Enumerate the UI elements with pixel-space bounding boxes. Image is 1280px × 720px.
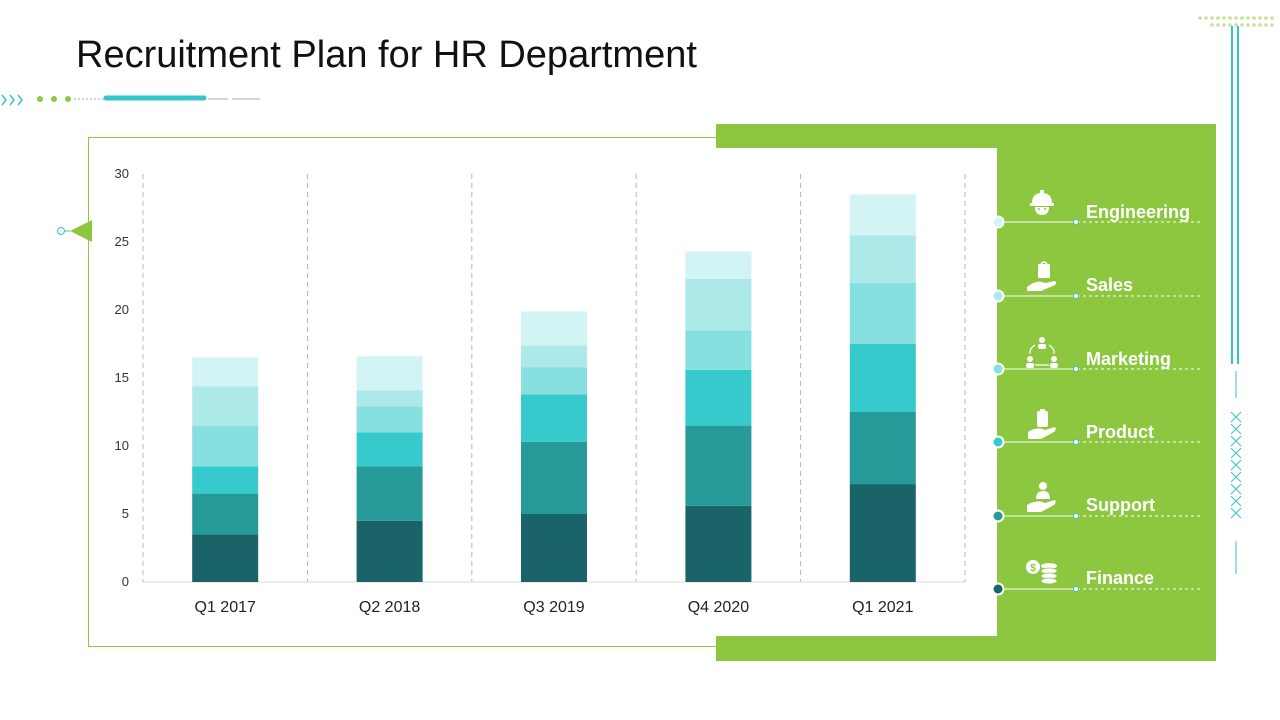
y-tick-label: 0 — [122, 574, 129, 589]
bar-segment-product — [849, 344, 916, 412]
legend-item-product: Product — [985, 408, 1215, 458]
y-tick-label: 15 — [115, 370, 129, 385]
bar-segment-sales — [685, 278, 752, 331]
bar-segment-sales — [849, 235, 916, 283]
legend-item-finance: $ Finance — [985, 554, 1215, 604]
decorative-arrows-line — [1, 94, 260, 106]
bar-segment-finance — [521, 514, 587, 582]
legend-color-dot — [991, 215, 1005, 229]
support-person-hand-icon — [1027, 482, 1056, 512]
legend-label: Marketing — [1086, 349, 1172, 369]
stacked-bar-chart: 0 5 10 15 20 25 30 Q1 2017 Q2 2018 Q3 2019 Q4 2020… — [115, 166, 966, 616]
legend: Engineering Sales Marketing Product — [985, 180, 1215, 620]
legend-label: Engineering — [1086, 202, 1191, 222]
bar-segment-support — [521, 441, 587, 514]
bar-segment-marketing — [685, 330, 752, 370]
coins-icon: $ — [1026, 560, 1058, 585]
bar-segment-finance — [356, 520, 423, 582]
team-network-icon — [1026, 337, 1058, 368]
x-tick-label: Q2 2018 — [359, 599, 420, 616]
bar-segment-marketing — [849, 282, 916, 344]
shopping-bag-hand-icon — [1027, 261, 1056, 291]
bar-segment-engineering — [685, 251, 752, 279]
legend-line-node — [1073, 586, 1079, 592]
bar-segment-engineering — [356, 356, 423, 391]
bar-segment-support — [192, 493, 259, 535]
legend-color-dot — [991, 509, 1005, 523]
legend-connector-lines — [991, 215, 1201, 596]
legend-label: Finance — [1086, 568, 1155, 588]
legend-color-dot — [991, 435, 1005, 449]
legend-color-dot — [991, 289, 1005, 303]
bar-segment-product — [192, 466, 259, 494]
bar-segment-engineering — [849, 194, 916, 236]
bar-segment-support — [849, 412, 916, 485]
legend-item-marketing: Marketing — [985, 335, 1215, 385]
legend-label: Product — [1086, 422, 1155, 442]
bar-segment-engineering — [521, 311, 587, 346]
bar-segment-sales — [192, 386, 259, 426]
legend-color-dot — [991, 362, 1005, 376]
bar-segment-support — [685, 425, 752, 506]
x-tick-label: Q3 2019 — [523, 599, 584, 616]
x-tick-label: Q1 2021 — [852, 599, 913, 616]
bar-segment-product — [356, 432, 423, 467]
decorative-dots — [1198, 16, 1274, 27]
page-title: Recruitment Plan for HR Department — [76, 34, 697, 76]
y-tick-label: 20 — [115, 302, 129, 317]
box-hand-icon — [1028, 409, 1056, 439]
bar-segment-engineering — [192, 357, 259, 387]
bar-segment-finance — [849, 484, 916, 582]
legend-item-support: Support — [985, 481, 1215, 531]
svg-text:$: $ — [1030, 563, 1036, 574]
legend-label: Sales — [1086, 275, 1134, 295]
bar-segment-product — [685, 369, 752, 426]
decorative-vertical-lines — [1230, 26, 1242, 574]
legend-line-node — [1073, 366, 1079, 372]
legend-line-node — [1073, 513, 1079, 519]
bar-segment-sales — [356, 390, 423, 407]
bar-segment-sales — [521, 345, 587, 368]
pointer-triangle — [57, 220, 92, 242]
legend-item-sales: Sales — [985, 261, 1215, 311]
bar-segment-marketing — [192, 425, 259, 467]
bar-segment-product — [521, 394, 587, 442]
bar-segment-finance — [192, 534, 259, 582]
bar-segment-support — [356, 466, 423, 521]
legend-label: Support — [1086, 495, 1155, 515]
legend-line-node — [1073, 293, 1079, 299]
legend-line-node — [1073, 439, 1079, 445]
bar-segment-marketing — [356, 406, 423, 433]
worker-helmet-icon — [1030, 190, 1054, 215]
x-tick-label: Q4 2020 — [688, 599, 749, 616]
bar-segment-marketing — [521, 367, 587, 395]
y-tick-label: 10 — [115, 438, 129, 453]
y-tick-label: 30 — [115, 166, 129, 181]
y-tick-label: 5 — [122, 506, 129, 521]
legend-item-engineering: Engineering — [985, 188, 1215, 238]
y-tick-label: 25 — [115, 234, 129, 249]
bar-segment-finance — [685, 505, 752, 582]
legend-line-node — [1073, 219, 1079, 225]
x-tick-label: Q1 2017 — [195, 599, 256, 616]
legend-color-dot — [991, 582, 1005, 596]
